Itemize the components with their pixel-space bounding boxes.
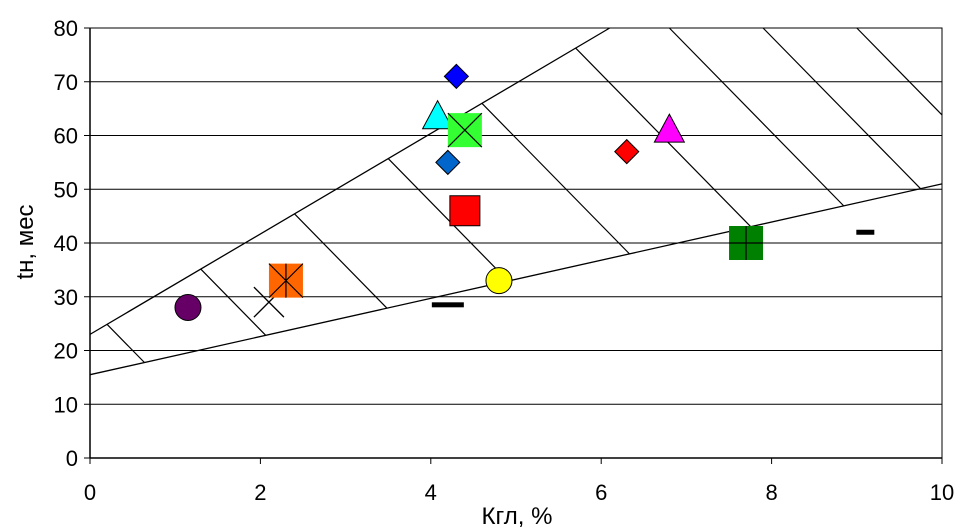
point-marker-square xyxy=(449,195,481,227)
x-tick-labels: 0 2 4 6 8 10 xyxy=(84,458,954,505)
lower-boundary-line xyxy=(89,183,943,376)
data-point xyxy=(174,294,202,321)
x-axis-label: Кгл, % xyxy=(482,503,553,528)
point-marker-circle xyxy=(485,267,513,295)
point-marker-dash xyxy=(856,229,875,235)
data-point xyxy=(729,226,764,260)
x-tick-label: 8 xyxy=(765,480,777,505)
x-tick-label: 0 xyxy=(84,480,96,505)
point-marker-plus xyxy=(729,226,764,260)
y-tick-label: 40 xyxy=(54,231,78,256)
x-tick-label: 4 xyxy=(425,480,437,505)
y-axis-label: tн, мес xyxy=(12,204,39,279)
point-marker-circle xyxy=(174,294,202,321)
y-tick-labels: 0 10 20 30 40 50 60 70 80 xyxy=(54,16,90,471)
data-point xyxy=(653,113,686,143)
point-marker-triangle xyxy=(653,113,686,143)
data-point xyxy=(431,302,464,308)
point-marker-diamond xyxy=(614,138,640,165)
y-tick-label: 0 xyxy=(66,446,78,471)
grid-lines xyxy=(90,27,942,405)
data-point xyxy=(856,229,875,235)
y-tick-label: 80 xyxy=(54,16,78,41)
hatch-line xyxy=(481,102,630,255)
y-tick-label: 70 xyxy=(54,70,78,95)
data-point xyxy=(435,149,461,176)
hatch-line xyxy=(200,268,267,336)
point-marker-triangle xyxy=(421,99,454,130)
hatched-band xyxy=(89,27,943,376)
data-points xyxy=(174,63,875,321)
data-point xyxy=(443,63,470,90)
y-tick-label: 10 xyxy=(54,392,78,417)
data-point xyxy=(614,138,640,165)
y-tick-label: 30 xyxy=(54,285,78,310)
point-marker-dash xyxy=(431,302,464,308)
upper-boundary-line xyxy=(89,27,611,335)
data-point xyxy=(268,263,304,299)
x-tick-label: 6 xyxy=(595,480,607,505)
point-marker-x xyxy=(447,112,483,148)
y-tick-label: 60 xyxy=(54,124,78,149)
x-tick-label: 10 xyxy=(930,480,954,505)
data-point xyxy=(449,195,481,227)
point-marker-diamond xyxy=(443,63,470,90)
point-marker-diamond xyxy=(435,149,461,176)
y-tick-label: 20 xyxy=(54,339,78,364)
hatch-line xyxy=(762,27,922,190)
hatch-line xyxy=(106,323,145,363)
hatch-line xyxy=(294,213,388,309)
hatch-line xyxy=(856,27,943,116)
point-marker-asterisk xyxy=(268,263,304,299)
y-tick-label: 50 xyxy=(54,177,78,202)
data-point xyxy=(447,112,483,148)
hatch-line xyxy=(668,27,845,207)
hatch-line xyxy=(387,158,509,282)
data-point xyxy=(485,267,513,295)
data-point xyxy=(421,99,454,130)
x-tick-label: 2 xyxy=(254,480,266,505)
